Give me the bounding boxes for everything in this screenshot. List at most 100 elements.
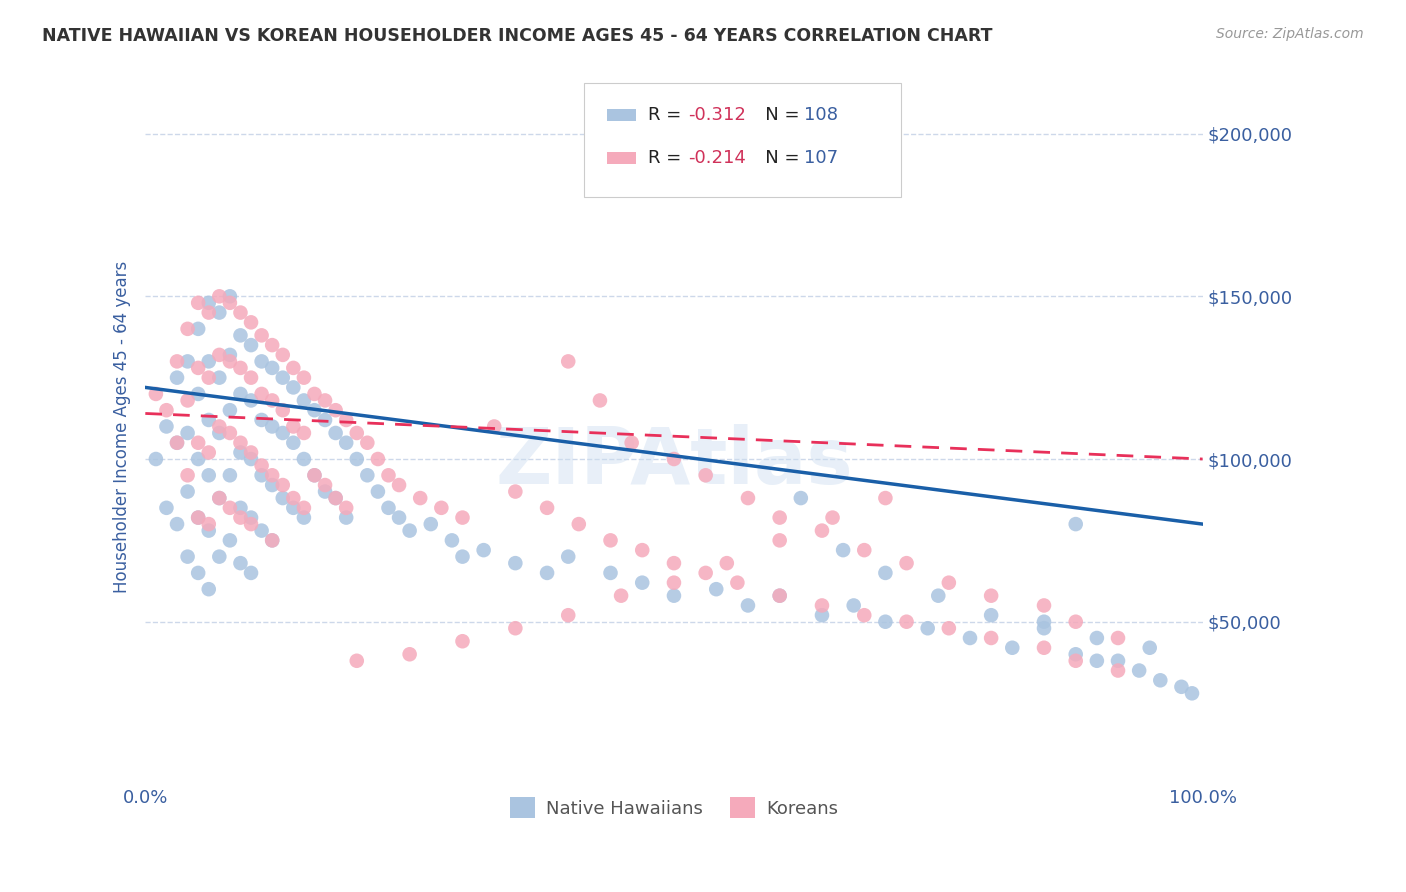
Point bbox=[176, 484, 198, 499]
Point bbox=[271, 370, 294, 384]
Point bbox=[325, 491, 347, 505]
Point bbox=[927, 589, 949, 603]
Text: -0.214: -0.214 bbox=[688, 149, 745, 167]
Point bbox=[356, 435, 378, 450]
Point bbox=[557, 549, 579, 564]
Point bbox=[589, 393, 612, 408]
Point bbox=[240, 370, 263, 384]
Point bbox=[842, 599, 865, 613]
Point bbox=[716, 556, 738, 570]
Point bbox=[346, 425, 368, 440]
Point bbox=[367, 452, 389, 467]
Point bbox=[704, 582, 727, 597]
Point bbox=[377, 468, 399, 483]
Point bbox=[219, 354, 242, 368]
Point bbox=[451, 510, 474, 524]
Point bbox=[229, 510, 252, 524]
Point bbox=[240, 393, 263, 408]
Point bbox=[208, 370, 231, 384]
Point bbox=[917, 621, 939, 635]
Point bbox=[769, 533, 792, 548]
Point bbox=[166, 370, 188, 384]
Point bbox=[187, 295, 209, 310]
Point bbox=[695, 468, 717, 483]
Point bbox=[811, 599, 834, 613]
Point bbox=[662, 589, 685, 603]
Point bbox=[980, 608, 1002, 623]
Point bbox=[790, 491, 813, 505]
Point bbox=[229, 305, 252, 319]
Point bbox=[1107, 664, 1129, 678]
FancyBboxPatch shape bbox=[607, 152, 636, 164]
Point bbox=[346, 654, 368, 668]
Point bbox=[262, 393, 284, 408]
FancyBboxPatch shape bbox=[583, 83, 901, 197]
Point bbox=[250, 354, 273, 368]
Point bbox=[346, 452, 368, 467]
Point bbox=[208, 419, 231, 434]
Point bbox=[505, 484, 527, 499]
Point bbox=[769, 589, 792, 603]
Point bbox=[187, 360, 209, 375]
Point bbox=[166, 435, 188, 450]
Point bbox=[811, 608, 834, 623]
Point bbox=[262, 338, 284, 352]
Point bbox=[155, 500, 177, 515]
Point bbox=[155, 419, 177, 434]
Point bbox=[398, 524, 420, 538]
Point bbox=[187, 322, 209, 336]
Point bbox=[262, 419, 284, 434]
Point bbox=[219, 289, 242, 303]
Point bbox=[208, 491, 231, 505]
Text: R =: R = bbox=[648, 106, 686, 124]
Point bbox=[377, 500, 399, 515]
Point bbox=[959, 631, 981, 645]
Point bbox=[1139, 640, 1161, 655]
Point bbox=[568, 517, 591, 532]
Point bbox=[505, 621, 527, 635]
Point bbox=[250, 413, 273, 427]
Text: N =: N = bbox=[748, 106, 806, 124]
Point bbox=[725, 575, 748, 590]
Point bbox=[1064, 517, 1087, 532]
Point bbox=[314, 393, 336, 408]
Point bbox=[197, 295, 219, 310]
Point bbox=[187, 510, 209, 524]
Point bbox=[197, 524, 219, 538]
Point bbox=[875, 491, 897, 505]
Point bbox=[451, 634, 474, 648]
Point bbox=[304, 387, 326, 401]
Point bbox=[240, 566, 263, 580]
Point bbox=[187, 510, 209, 524]
Point bbox=[283, 419, 305, 434]
Point bbox=[769, 510, 792, 524]
Y-axis label: Householder Income Ages 45 - 64 years: Householder Income Ages 45 - 64 years bbox=[114, 260, 131, 592]
Point bbox=[187, 435, 209, 450]
Point bbox=[219, 533, 242, 548]
Point bbox=[229, 556, 252, 570]
Point bbox=[1033, 621, 1056, 635]
Point bbox=[557, 354, 579, 368]
Point bbox=[166, 517, 188, 532]
Point bbox=[325, 403, 347, 417]
Point bbox=[896, 556, 918, 570]
Point bbox=[219, 425, 242, 440]
Point bbox=[176, 549, 198, 564]
Point bbox=[314, 413, 336, 427]
Text: NATIVE HAWAIIAN VS KOREAN HOUSEHOLDER INCOME AGES 45 - 64 YEARS CORRELATION CHAR: NATIVE HAWAIIAN VS KOREAN HOUSEHOLDER IN… bbox=[42, 27, 993, 45]
Point bbox=[229, 435, 252, 450]
Point bbox=[388, 510, 411, 524]
Point bbox=[1085, 631, 1108, 645]
Point bbox=[610, 589, 633, 603]
Point bbox=[1033, 640, 1056, 655]
Point bbox=[208, 348, 231, 362]
Point bbox=[662, 452, 685, 467]
Point bbox=[1033, 599, 1056, 613]
Point bbox=[557, 608, 579, 623]
Point bbox=[197, 413, 219, 427]
Point bbox=[314, 484, 336, 499]
Point bbox=[1064, 615, 1087, 629]
Point bbox=[335, 500, 357, 515]
Point bbox=[229, 328, 252, 343]
Point bbox=[219, 348, 242, 362]
